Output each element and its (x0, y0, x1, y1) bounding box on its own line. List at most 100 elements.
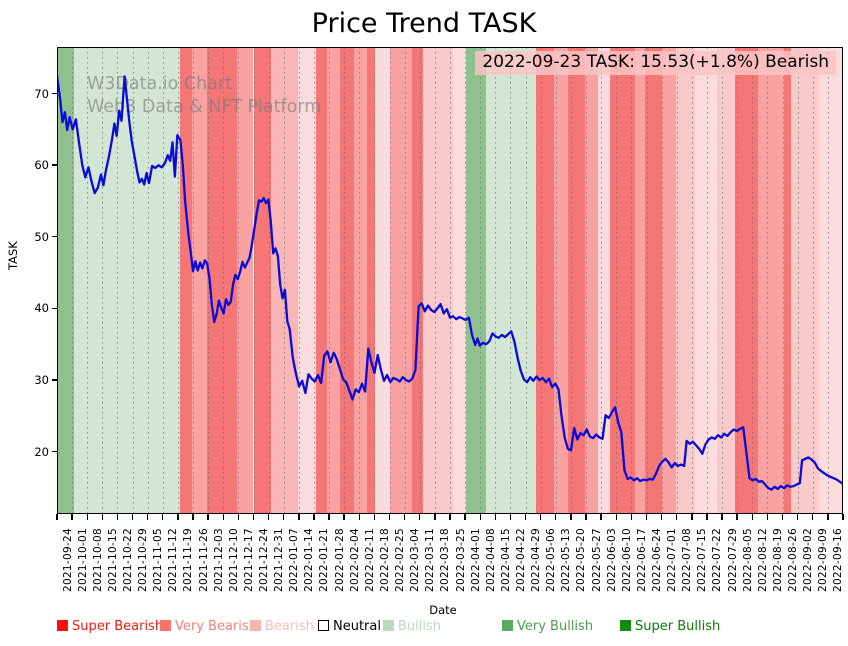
sentiment-band-very-bearish (585, 47, 598, 514)
x-tick-mark (283, 514, 285, 520)
gridline (434, 47, 436, 514)
gridline (812, 47, 814, 514)
legend-item-bullish: Bullish (383, 619, 441, 635)
x-tick-mark (660, 514, 663, 520)
legend-item-very-bullish: Very Bullish (502, 619, 593, 635)
y-tick-mark (52, 307, 57, 310)
gridline (72, 47, 74, 514)
x-tick-mark (721, 514, 723, 520)
x-tick-mark (751, 514, 753, 520)
gridline (238, 47, 240, 514)
gridline (601, 47, 603, 514)
plot-area: W3Data.io Chart Web3 Data & NFT Platform… (34, 47, 848, 592)
x-tick-mark (343, 514, 345, 520)
x-tick-mark (434, 514, 436, 520)
sentiment-band-bearish (695, 47, 718, 514)
x-tick-mark (237, 514, 240, 520)
x-tick-mark (373, 514, 376, 520)
sentiment-band-very-bearish (327, 47, 340, 514)
gridline (374, 47, 376, 514)
sentiment-band-very-bearish (207, 47, 237, 514)
x-tick-mark (645, 514, 648, 520)
legend-item-bearish: Bearish (250, 619, 314, 635)
gridline (631, 47, 633, 514)
gridline (510, 47, 512, 514)
gridline (525, 47, 527, 514)
x-tick-mark (388, 514, 391, 520)
x-tick-mark (177, 514, 179, 520)
gridline (147, 47, 149, 514)
x-tick-mark (781, 514, 784, 520)
gridline (223, 47, 225, 514)
x-tick-mark (842, 514, 844, 520)
y-tick-label: 30 (34, 373, 49, 388)
y-tick-label: 50 (34, 229, 49, 244)
x-tick-mark (539, 514, 542, 520)
gridline (329, 47, 331, 514)
gridline (193, 47, 195, 514)
y-tick-label: 20 (34, 444, 49, 459)
sentiment-band-very-bearish (412, 47, 424, 514)
gridline (706, 47, 708, 514)
y-axis-title: TASK (6, 241, 20, 270)
x-tick-mark (252, 514, 255, 520)
sentiment-band-very-bearish (758, 47, 785, 514)
gridline (344, 47, 346, 514)
x-tick-mark (116, 514, 119, 520)
gridline (389, 47, 391, 514)
sentiment-band-very-bearish (567, 47, 586, 514)
x-tick-mark (796, 514, 799, 520)
x-tick-mark (555, 514, 557, 520)
gridline (616, 47, 618, 514)
price-line-chart (57, 74, 843, 491)
legend-swatch (318, 620, 329, 631)
gridline (570, 47, 572, 514)
x-tick-mark (615, 514, 617, 520)
gridline (359, 47, 361, 514)
gridline (313, 47, 315, 514)
x-axis-title: Date (429, 603, 457, 617)
x-tick-mark (267, 514, 270, 520)
sentiment-band-very-bearish (662, 47, 676, 514)
gridline (268, 47, 270, 514)
gridline (87, 47, 89, 514)
x-tick-mark (766, 514, 769, 520)
y-tick-label: 70 (34, 86, 49, 101)
legend-label: Neutral (333, 619, 381, 634)
x-tick-mark (570, 514, 572, 520)
gridline (691, 47, 693, 514)
sentiment-band-bearish (717, 47, 736, 514)
x-tick-mark (449, 514, 451, 520)
sentiment-band-very-bearish (634, 47, 645, 514)
gridline (797, 47, 799, 514)
x-tick-mark (419, 514, 421, 520)
x-tick-mark (192, 514, 194, 520)
y-tick-label: 40 (34, 301, 49, 316)
x-tick-mark (71, 514, 73, 520)
x-tick-mark (509, 514, 512, 520)
gridline (676, 47, 678, 514)
legend-label: Bearish (265, 619, 314, 634)
gridline (737, 47, 739, 514)
x-tick-mark (131, 514, 134, 520)
gridline (586, 47, 588, 514)
sentiment-band-bearish (597, 47, 611, 514)
legend-swatch (160, 620, 171, 631)
y-tick-label: 60 (34, 158, 49, 173)
x-tick-mark (827, 514, 829, 520)
gridline (555, 47, 557, 514)
x-tick-mark (358, 514, 360, 520)
legend-label: Super Bearish (72, 619, 164, 634)
x-tick-mark (162, 514, 164, 520)
x-tick-mark (56, 514, 58, 520)
x-tick-mark (524, 514, 527, 520)
gridline (283, 47, 285, 514)
watermark: W3Data.io Chart Web3 Data & NFT Platform (87, 73, 321, 119)
gridline (495, 47, 497, 514)
sentiment-band-very-bearish (644, 47, 663, 514)
gridline (465, 47, 467, 514)
gridline (298, 47, 300, 514)
y-tick-mark (52, 450, 57, 453)
legend-label: Bullish (398, 619, 442, 634)
